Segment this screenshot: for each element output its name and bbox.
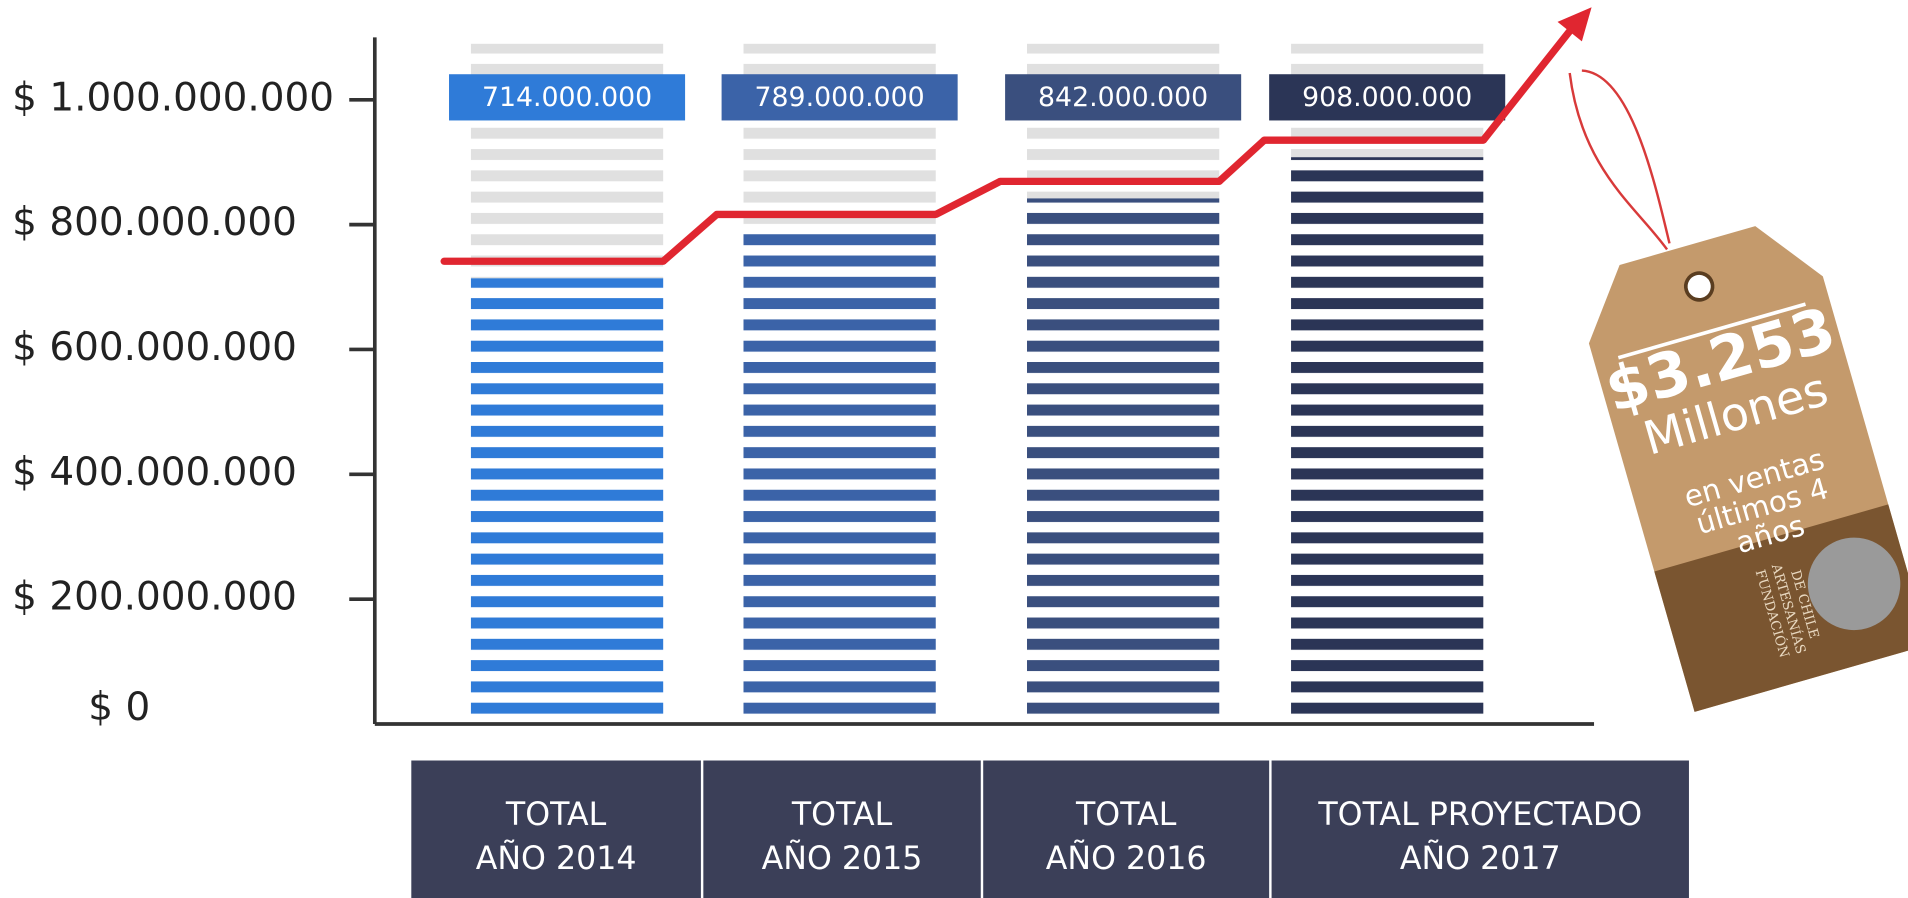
x-tick-label: TOTAL AÑO 2016 (1045, 796, 1207, 877)
value-label-box (721, 74, 958, 121)
x-tick-label: TOTAL AÑO 2015 (761, 796, 923, 877)
value-label: 789.000.000 (755, 82, 925, 113)
y-tick-label: $ 800.000.000 (12, 200, 297, 245)
y-tick-label: $ 400.000.000 (12, 450, 297, 495)
trend-connector (934, 178, 1002, 218)
category-box (983, 760, 1270, 898)
trend-connector (1216, 137, 1267, 185)
category-label-wrap: TOTAL AÑO 2016 (1045, 796, 1207, 877)
bar (743, 231, 936, 724)
x-tick-label: TOTAL AÑO 2014 (475, 796, 637, 877)
category-box (703, 760, 981, 898)
value-label: 842.000.000 (1038, 82, 1208, 113)
trend-arrowhead (1557, 7, 1592, 42)
value-label-box (1005, 74, 1242, 121)
bar-background (743, 43, 936, 232)
y-tick-label: $ 200.000.000 (12, 575, 297, 620)
tag-logo-circle (1807, 537, 1901, 631)
y-tick-label: $ 1.000.000.000 (12, 75, 334, 120)
x-tick-label: TOTAL PROYECTADO AÑO 2017 (1318, 796, 1643, 877)
tag-rule (1617, 302, 1807, 360)
bar (1027, 198, 1220, 724)
value-label: 714.000.000 (482, 82, 652, 113)
category-box (1271, 760, 1689, 898)
category-label-wrap: TOTAL AÑO 2015 (761, 796, 923, 877)
category-label-wrap: TOTAL PROYECTADO AÑO 2017 (1318, 796, 1643, 877)
trend-connector (660, 211, 720, 265)
bar (470, 278, 664, 724)
tag-hole (1683, 271, 1715, 302)
bar (1291, 157, 1484, 724)
y-tick-label: $ 0 (88, 685, 150, 730)
category-label-wrap: TOTAL AÑO 2014 (475, 796, 637, 877)
tag-string (1581, 69, 1671, 244)
value-label: 908.000.000 (1302, 82, 1472, 113)
tag-string (1568, 72, 1669, 251)
category-box (411, 760, 701, 898)
value-label-box (1269, 74, 1506, 121)
value-label-box (449, 74, 686, 121)
trend-arrow (1480, 19, 1580, 143)
bar-background (1027, 43, 1220, 199)
y-tick-label: $ 600.000.000 (12, 325, 297, 370)
